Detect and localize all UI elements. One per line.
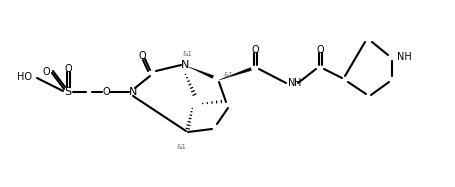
Text: N: N — [128, 87, 137, 97]
Text: NH: NH — [396, 52, 411, 62]
Text: N: N — [288, 78, 295, 88]
Polygon shape — [218, 68, 251, 80]
Text: O: O — [138, 51, 146, 61]
Text: HO: HO — [17, 72, 32, 82]
Text: &1: &1 — [182, 51, 192, 57]
Polygon shape — [188, 67, 213, 78]
Text: H: H — [293, 78, 301, 88]
Text: O: O — [102, 87, 110, 97]
Text: O: O — [315, 45, 323, 55]
Text: &1: &1 — [177, 144, 187, 150]
Text: O: O — [42, 67, 50, 77]
Text: O: O — [64, 64, 71, 74]
Text: S: S — [64, 87, 71, 97]
Text: &1: &1 — [223, 72, 233, 78]
Text: N: N — [181, 60, 189, 70]
Text: O: O — [251, 45, 258, 55]
